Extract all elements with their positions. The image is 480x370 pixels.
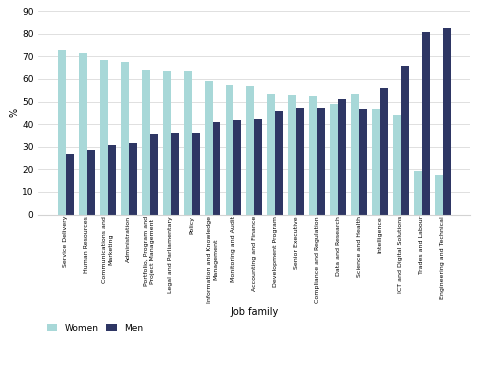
Bar bbox=[121, 62, 129, 215]
Bar bbox=[142, 70, 150, 215]
Bar bbox=[317, 108, 325, 215]
Bar bbox=[108, 145, 116, 215]
Bar bbox=[351, 94, 359, 215]
Bar bbox=[309, 96, 317, 215]
Bar bbox=[129, 144, 137, 215]
Bar bbox=[443, 28, 451, 215]
Bar bbox=[204, 81, 213, 215]
X-axis label: Job family: Job family bbox=[230, 307, 278, 317]
Bar bbox=[150, 134, 158, 215]
Legend: Women, Men: Women, Men bbox=[43, 320, 146, 336]
Bar bbox=[393, 115, 401, 215]
Bar bbox=[184, 71, 192, 215]
Bar bbox=[372, 110, 380, 215]
Bar bbox=[338, 99, 346, 215]
Bar bbox=[226, 85, 233, 215]
Bar bbox=[359, 110, 367, 215]
Bar bbox=[288, 95, 296, 215]
Bar bbox=[246, 86, 254, 215]
Bar bbox=[66, 154, 74, 215]
Bar bbox=[213, 122, 220, 215]
Bar bbox=[414, 171, 422, 215]
Bar bbox=[276, 111, 283, 215]
Bar bbox=[58, 50, 66, 215]
Y-axis label: %: % bbox=[9, 108, 19, 117]
Bar bbox=[171, 133, 179, 215]
Bar bbox=[100, 60, 108, 215]
Bar bbox=[380, 88, 388, 215]
Bar bbox=[401, 66, 409, 215]
Bar bbox=[254, 118, 263, 215]
Bar bbox=[330, 104, 338, 215]
Bar bbox=[192, 133, 200, 215]
Bar bbox=[163, 71, 171, 215]
Bar bbox=[422, 32, 430, 215]
Bar bbox=[267, 94, 276, 215]
Bar bbox=[87, 150, 95, 215]
Bar bbox=[435, 175, 443, 215]
Bar bbox=[296, 108, 304, 215]
Bar bbox=[79, 53, 87, 215]
Bar bbox=[233, 120, 241, 215]
